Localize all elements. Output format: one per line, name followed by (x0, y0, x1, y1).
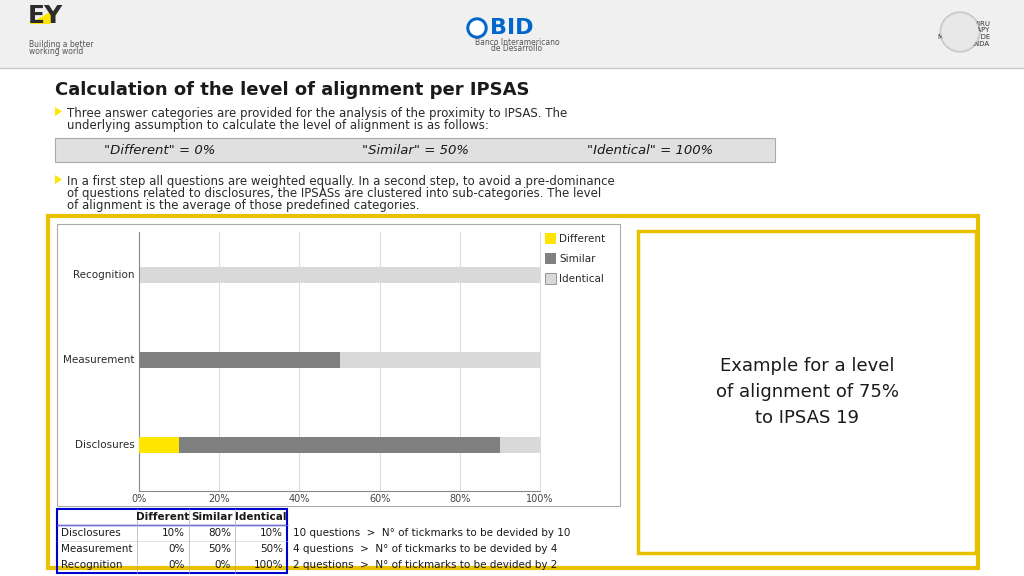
Text: 80%: 80% (208, 528, 231, 538)
Text: "Identical" = 100%: "Identical" = 100% (587, 143, 713, 157)
Text: MINISTERIO DE: MINISTERIO DE (938, 34, 990, 40)
Text: 0%: 0% (131, 494, 146, 504)
Text: 20%: 20% (209, 494, 230, 504)
Text: HACIENDA: HACIENDA (954, 41, 990, 47)
Text: EY: EY (28, 4, 63, 28)
Bar (139, 437, 179, 453)
Text: Similar: Similar (559, 253, 596, 263)
Text: 0%: 0% (215, 560, 231, 570)
Bar (139, 352, 540, 368)
Text: Recognition: Recognition (74, 270, 135, 280)
Text: "Similar" = 50%: "Similar" = 50% (361, 143, 469, 157)
Text: Measurement: Measurement (63, 355, 135, 365)
Text: 10%: 10% (162, 528, 185, 538)
Polygon shape (55, 107, 62, 116)
Text: Similar: Similar (191, 512, 232, 522)
Text: In a first step all questions are weighted equally. In a second step, to avoid a: In a first step all questions are weight… (67, 175, 614, 188)
Text: of questions related to disclosures, the IPSASs are clustered into sub-categorie: of questions related to disclosures, the… (67, 187, 601, 200)
Circle shape (942, 14, 978, 50)
Text: underlying assumption to calculate the level of alignment is as follows:: underlying assumption to calculate the l… (67, 119, 488, 132)
Text: Measurement: Measurement (61, 544, 132, 554)
Circle shape (940, 12, 980, 52)
Text: "Different" = 0%: "Different" = 0% (104, 143, 216, 157)
Text: 0%: 0% (169, 544, 185, 554)
Text: 50%: 50% (208, 544, 231, 554)
Text: 40%: 40% (289, 494, 310, 504)
Bar (139, 267, 540, 283)
Text: Different: Different (136, 512, 189, 522)
Text: 50%: 50% (260, 544, 283, 554)
Text: Disclosures: Disclosures (75, 440, 135, 450)
Text: Recognition: Recognition (61, 560, 123, 570)
Text: 2 questions  >  N° of tickmarks to be devided by 2: 2 questions > N° of tickmarks to be devi… (293, 560, 557, 570)
Text: BID: BID (490, 18, 534, 38)
Text: 4 questions  >  N° of tickmarks to be devided by 4: 4 questions > N° of tickmarks to be devi… (293, 544, 557, 554)
Text: Banco Interamericano: Banco Interamericano (475, 38, 559, 47)
FancyBboxPatch shape (0, 0, 1024, 68)
Text: 80%: 80% (450, 494, 470, 504)
FancyBboxPatch shape (638, 231, 976, 553)
FancyBboxPatch shape (545, 233, 556, 244)
Text: 100%: 100% (254, 560, 283, 570)
Text: Calculation of the level of alignment per IPSAS: Calculation of the level of alignment pe… (55, 81, 529, 99)
Polygon shape (29, 12, 58, 24)
Text: Example for a level
of alignment of 75%
to IPSAS 19: Example for a level of alignment of 75% … (716, 357, 898, 427)
FancyBboxPatch shape (545, 253, 556, 264)
Text: 10%: 10% (260, 528, 283, 538)
Text: de Desarrollo: de Desarrollo (492, 44, 543, 53)
Bar (179, 437, 500, 453)
FancyBboxPatch shape (57, 224, 620, 506)
Bar (139, 352, 340, 368)
Text: 60%: 60% (369, 494, 390, 504)
Text: Different: Different (559, 233, 605, 244)
Text: MOHENDAPY: MOHENDAPY (945, 27, 990, 33)
Bar (139, 437, 540, 453)
Text: Identical: Identical (559, 274, 604, 283)
FancyBboxPatch shape (545, 273, 556, 284)
Circle shape (467, 18, 487, 38)
FancyBboxPatch shape (55, 138, 775, 162)
Text: working world: working world (29, 47, 83, 56)
Text: TETÁ VIRU: TETÁ VIRU (954, 20, 990, 26)
Circle shape (470, 21, 484, 35)
Text: 10 questions  >  N° of tickmarks to be devided by 10: 10 questions > N° of tickmarks to be dev… (293, 528, 570, 538)
Text: 100%: 100% (526, 494, 554, 504)
Text: Disclosures: Disclosures (61, 528, 121, 538)
Text: of alignment is the average of those predefined categories.: of alignment is the average of those pre… (67, 199, 420, 212)
FancyBboxPatch shape (48, 216, 978, 568)
Text: Building a better: Building a better (29, 40, 93, 49)
Polygon shape (55, 175, 62, 184)
Text: 0%: 0% (169, 560, 185, 570)
Text: Three answer categories are provided for the analysis of the proximity to IPSAS.: Three answer categories are provided for… (67, 107, 567, 120)
Text: Identical: Identical (236, 512, 287, 522)
